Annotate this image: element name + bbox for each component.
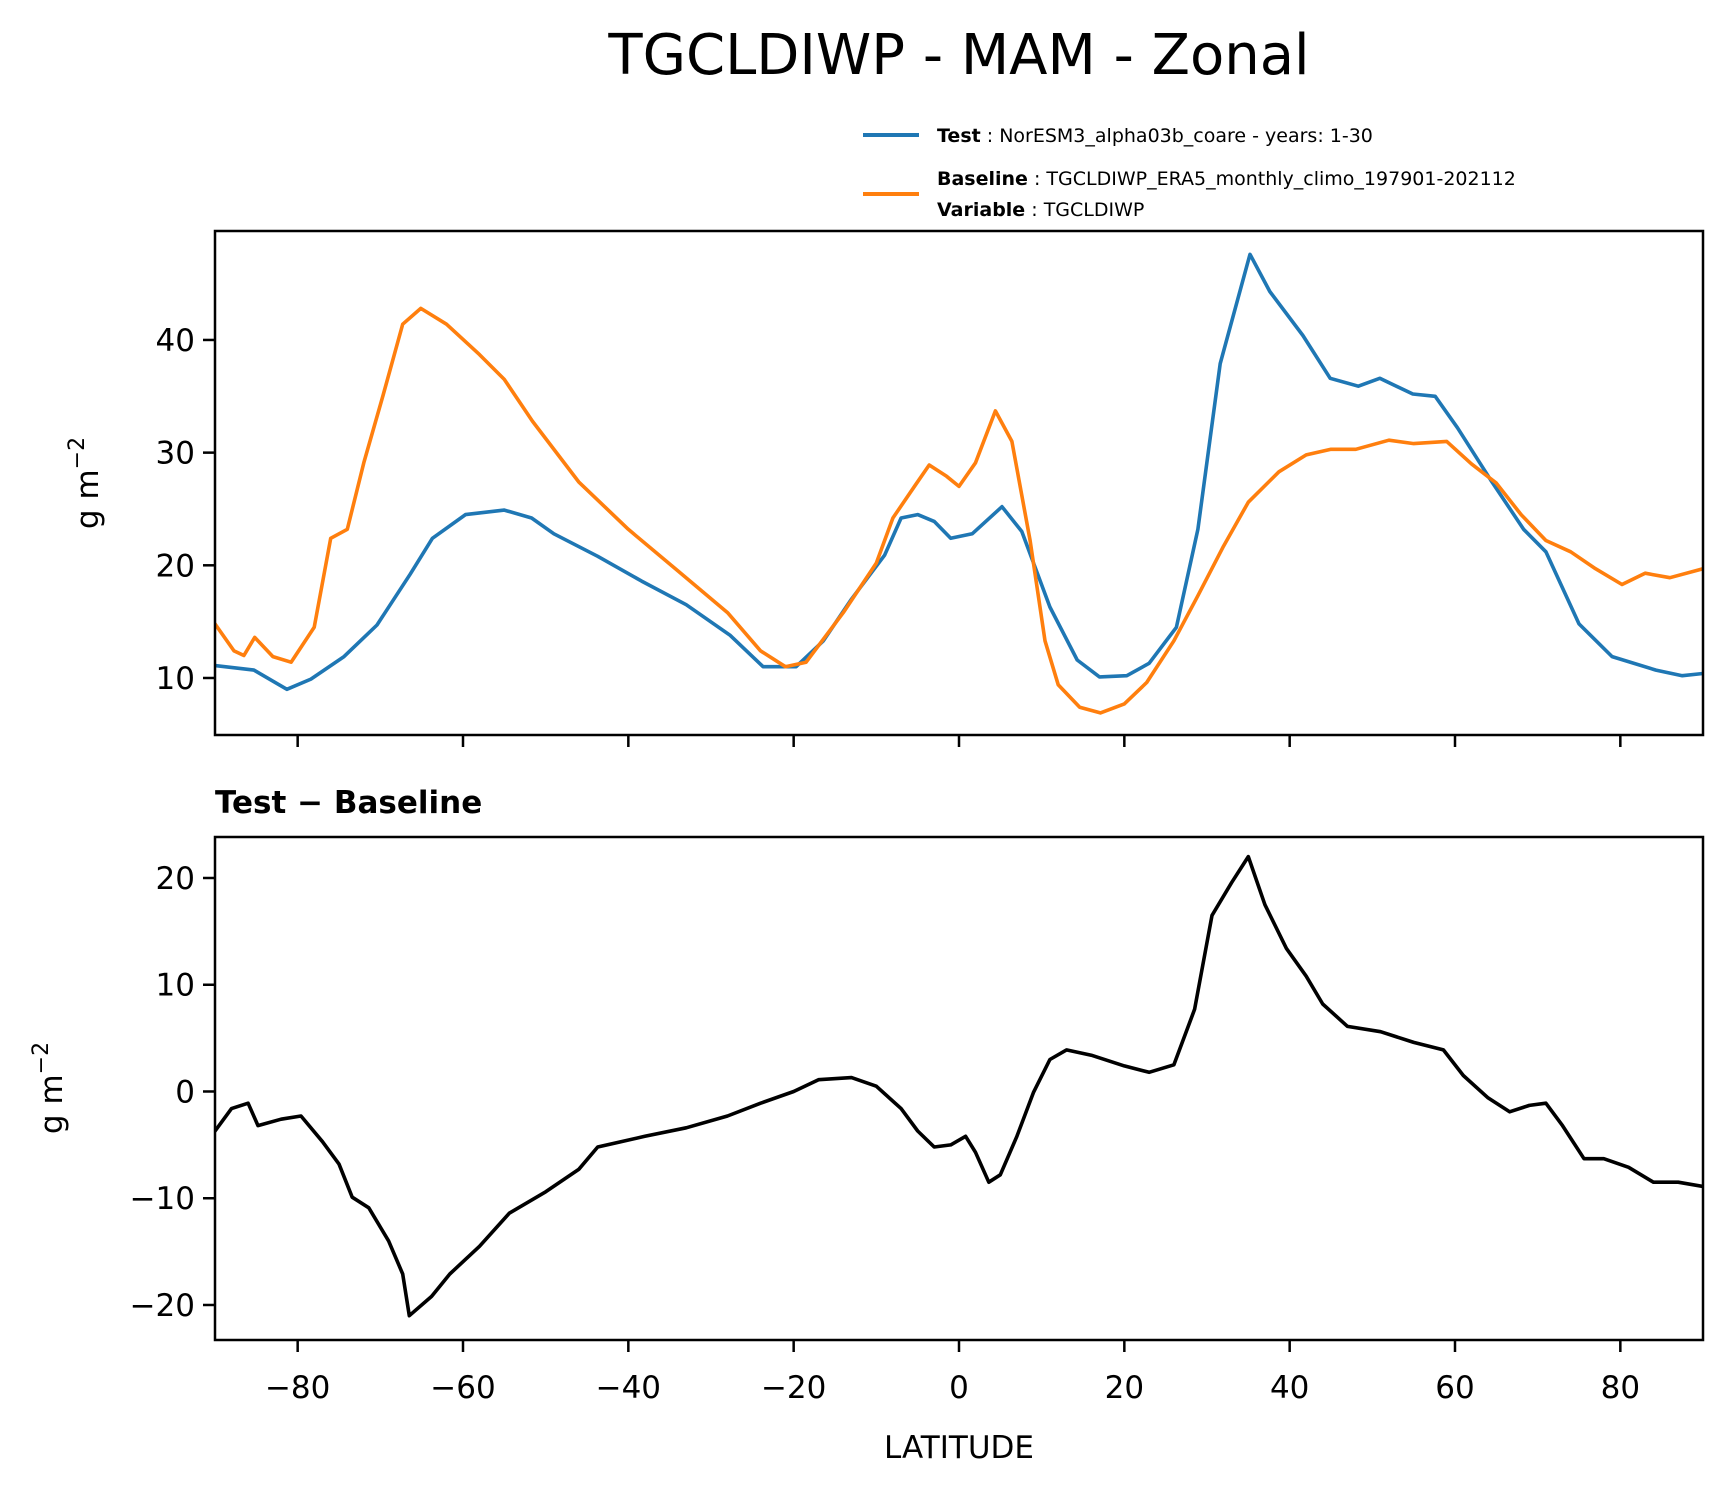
y-tick-label: 20 (156, 861, 195, 897)
x-tick-label: 20 (1105, 1370, 1144, 1406)
legend-test-text: NorESM3_alpha03b_coare - years: 1-30 (999, 125, 1373, 147)
y-tick-label: 10 (156, 661, 195, 697)
x-tick-label: −20 (761, 1370, 826, 1406)
series-line-baseline (215, 306, 1703, 715)
top-y-axis-label: g m−2 (65, 437, 106, 529)
legend-baseline-sep: : (1028, 168, 1046, 190)
bottom-axes-frame (213, 835, 1705, 1342)
legend-variable-key: Variable (937, 199, 1025, 221)
x-tick-label: −40 (596, 1370, 661, 1406)
top-axes-ticks: 10 20 30 40 (156, 323, 1622, 747)
y-tick-label: −10 (130, 1181, 195, 1217)
legend-variable-text: TGCLDIWP (1043, 199, 1145, 221)
legend-test-sep: : (981, 125, 999, 147)
legend-variable-sep: : (1025, 199, 1043, 221)
bottom-axes-series (215, 854, 1703, 1318)
y-tick-label: 40 (156, 323, 195, 359)
x-tick-label: 40 (1270, 1370, 1309, 1406)
x-axis-label: LATITUDE (884, 1430, 1034, 1466)
bottom-axes-ticks: −80 −60 −40 −20 0 20 40 60 80 −20 −10 0 10 20 (130, 861, 1640, 1406)
y-tick-label: −20 (130, 1288, 195, 1324)
top-axes-frame (213, 229, 1705, 737)
x-tick-label: 60 (1435, 1370, 1474, 1406)
top-axes: 10 20 30 40 g m−2 (65, 229, 1705, 747)
x-tick-label: 0 (949, 1370, 969, 1406)
bottom-axes-title: Test − Baseline (215, 785, 482, 821)
legend-entry-test: Test : NorESM3_alpha03b_coare - years: 1… (937, 125, 1373, 147)
figure-title: TGCLDIWP - MAM - Zonal (607, 23, 1309, 88)
x-tick-label: −60 (430, 1370, 495, 1406)
legend-entry-baseline: Baseline : TGCLDIWP_ERA5_monthly_climo_1… (937, 168, 1516, 190)
y-tick-label: 10 (156, 968, 195, 1004)
x-tick-label: 80 (1601, 1370, 1640, 1406)
y-tick-label: 20 (156, 548, 195, 584)
bottom-y-axis-label-text: g m (34, 1074, 70, 1134)
bottom-y-axis-label-exponent: −2 (29, 1042, 54, 1074)
legend-entry-variable: Variable : TGCLDIWP (937, 199, 1144, 221)
series-line-test-baseline (215, 854, 1703, 1318)
y-tick-label: 30 (156, 436, 195, 472)
legend-baseline-key: Baseline (937, 168, 1028, 190)
top-y-axis-label-text: g m (70, 469, 106, 529)
top-axes-series (215, 252, 1703, 715)
top-y-axis-label-exponent: −2 (65, 437, 90, 469)
legend: Test : NorESM3_alpha03b_coare - years: 1… (863, 125, 1516, 221)
bottom-axes: −80 −60 −40 −20 0 20 40 60 80 −20 −10 0 10 20 g m−2 L… (29, 835, 1705, 1466)
legend-test-key: Test (937, 125, 981, 147)
bottom-y-axis-label: g m−2 (29, 1042, 70, 1134)
series-line-test (215, 252, 1703, 692)
y-tick-label: 0 (175, 1074, 195, 1110)
legend-baseline-text: TGCLDIWP_ERA5_monthly_climo_197901-20211… (1045, 168, 1515, 190)
x-tick-label: −80 (265, 1370, 330, 1406)
